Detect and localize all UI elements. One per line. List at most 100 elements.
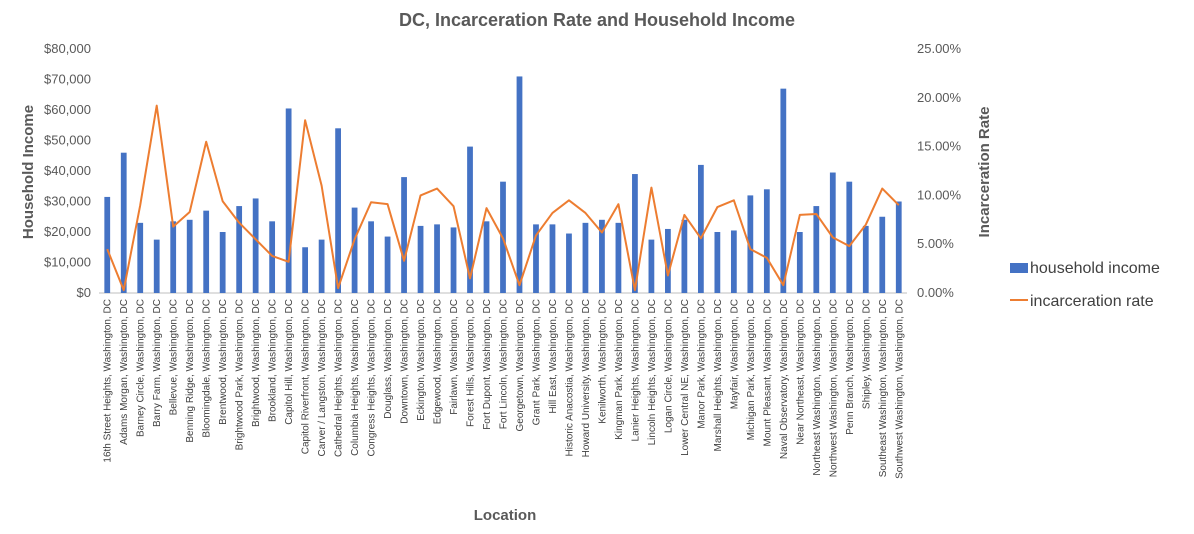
x-category-label: Naval Observatory, Washington, DC xyxy=(779,299,790,459)
x-category-label: Kingman Park, Washington, DC xyxy=(614,299,625,440)
x-category-label: Historic Anacostia, Washington, DC xyxy=(564,299,575,456)
plot-area: $0 $10,000 $20,000 $30,000 $40,000 $50,000 $60… xyxy=(44,41,962,479)
y-tick-label: $40,000 xyxy=(44,163,91,178)
x-category-label: Kenilworth, Washington, DC xyxy=(597,299,608,424)
x-category-label: Southwest Washington, Washington, DC xyxy=(894,299,905,479)
bar-household-income xyxy=(335,128,341,293)
bar-household-income xyxy=(665,228,671,293)
y2-tick-label: 15.00% xyxy=(917,139,962,154)
x-category-label: Lincoln Heights, Washington, DC xyxy=(647,299,658,445)
y-tick-label: $30,000 xyxy=(44,194,91,209)
x-category-label: Brookland, Washington, DC xyxy=(268,299,279,422)
x-category-label: Mayfair, Washington, DC xyxy=(729,299,740,409)
bar-household-income xyxy=(697,164,704,293)
bar-household-income xyxy=(153,239,160,293)
bar-household-income xyxy=(450,227,457,293)
x-category-label: Northeast Washington, Washington, DC xyxy=(812,299,823,476)
x-category-label: Howard University, Washington, DC xyxy=(581,299,592,457)
x-category-label: Fairlawn, Washington, DC xyxy=(449,299,460,415)
y-tick-label: $70,000 xyxy=(44,72,91,87)
y2-tick-label: 0.00% xyxy=(917,285,954,300)
x-category-label: Adams Morgan, Washington, DC xyxy=(119,299,130,445)
x-category-label: Carver / Langston, Washington, DC xyxy=(317,299,328,456)
bar-household-income xyxy=(599,219,605,293)
bar-household-income xyxy=(813,206,820,293)
bar-household-income xyxy=(681,219,688,293)
x-category-label: Brightwood Park, Washington, DC xyxy=(235,299,246,450)
x-category-label: Bellevue, Washington, DC xyxy=(169,299,180,415)
x-category-label: Capitol Hill, Washington, DC xyxy=(284,299,295,425)
bar-household-income xyxy=(879,216,886,293)
bar-household-income xyxy=(104,196,111,293)
x-category-label: Brentwood, Washington, DC xyxy=(218,299,229,425)
bar-household-income xyxy=(219,232,226,293)
x-category-label: Hill East, Washington, DC xyxy=(548,299,559,414)
bar-household-income xyxy=(516,76,523,293)
x-category-label: Edgewood, Washington, DC xyxy=(433,299,444,424)
bar-household-income xyxy=(763,189,770,293)
x-category-label: Georgetown, Washington, DC xyxy=(515,299,526,431)
y2-axis-title: Incarceration Rate xyxy=(976,107,993,238)
x-category-label: Penn Branch, Washington, DC xyxy=(845,299,856,435)
x-category-label: Fort Lincoln, Washington, DC xyxy=(499,299,510,429)
y-tick-label: $50,000 xyxy=(44,133,91,148)
line-incarceration-rate xyxy=(106,104,900,292)
x-category-label: Columbia Heights, Washington, DC xyxy=(350,299,361,456)
x-category-label: Logan Circle, Washington, DC xyxy=(663,299,674,433)
x-category-label: Lower Central NE, Washington, DC xyxy=(680,299,691,456)
bar-household-income xyxy=(120,152,127,293)
x-category-label: Barney Circle, Washington, DC xyxy=(136,299,147,437)
bar-household-income xyxy=(269,221,276,293)
x-category-label: Manor Park, Washington, DC xyxy=(696,299,707,429)
bar-household-income xyxy=(368,221,374,293)
x-category-label: Benning Ridge, Washington, DC xyxy=(185,299,196,443)
bar-household-income xyxy=(236,206,243,293)
x-category-label: Cathedral Heights, Washington, DC xyxy=(334,299,345,457)
x-category-label: Forest Hills, Washington, DC xyxy=(466,299,477,427)
x-category-label: Near Northeast, Washington, DC xyxy=(795,299,806,445)
bar-household-income xyxy=(203,210,210,293)
bar-household-income xyxy=(137,222,144,293)
bar-household-income xyxy=(895,201,902,293)
x-category-label: Southeast Washington, Washington, DC xyxy=(878,299,889,477)
x-category-label: Congress Heights, Washington, DC xyxy=(367,299,378,456)
y-tick-label: $0 xyxy=(77,285,91,300)
bar-household-income xyxy=(318,239,325,293)
legend: household income incarceration rate xyxy=(1010,260,1160,310)
x-category-label: Shipley, Washington, DC xyxy=(861,299,872,409)
bar-household-income xyxy=(846,181,853,293)
bar-household-income xyxy=(648,239,655,293)
bar-household-income xyxy=(533,224,539,293)
bar-household-income xyxy=(632,174,638,293)
bar-household-income xyxy=(796,232,803,293)
y-tick-label: $10,000 xyxy=(44,255,91,270)
x-category-label: Barry Farm, Washington, DC xyxy=(152,299,163,427)
bar-household-income xyxy=(780,88,787,294)
x-category-label: Lanier Heights, Washington, DC xyxy=(630,299,641,441)
bar-household-income xyxy=(829,172,836,293)
bar-household-income xyxy=(384,236,391,293)
x-category-label: Brightwood, Washington, DC xyxy=(251,299,262,427)
x-category-label: Mount Pleasant, Washington, DC xyxy=(762,299,773,446)
y2-tick-label: 10.00% xyxy=(917,187,962,202)
bar-household-income xyxy=(747,195,754,293)
y2-tick-label: 5.00% xyxy=(917,236,954,251)
y-tick-label: $80,000 xyxy=(44,41,91,56)
bar-household-income xyxy=(730,230,737,293)
x-category-label: 16th Street Heights, Washington, DC xyxy=(103,299,114,463)
legend-label-household-income: household income xyxy=(1030,260,1160,277)
y-tick-label: $20,000 xyxy=(44,224,91,239)
bar-household-income xyxy=(285,108,292,293)
bar-household-income xyxy=(862,225,869,293)
bar-household-income xyxy=(401,177,407,293)
bar-household-income xyxy=(582,222,589,293)
bar-household-income xyxy=(170,221,177,293)
bar-household-income xyxy=(615,222,622,293)
x-category-label: Michigan Park, Washington, DC xyxy=(746,299,757,440)
bar-household-income xyxy=(186,219,193,293)
chart-title: DC, Incarceration Rate and Household Inc… xyxy=(399,10,795,30)
bar-household-income xyxy=(467,146,473,293)
legend-label-incarceration-rate: incarceration rate xyxy=(1030,293,1154,310)
bar-household-income xyxy=(434,224,440,293)
